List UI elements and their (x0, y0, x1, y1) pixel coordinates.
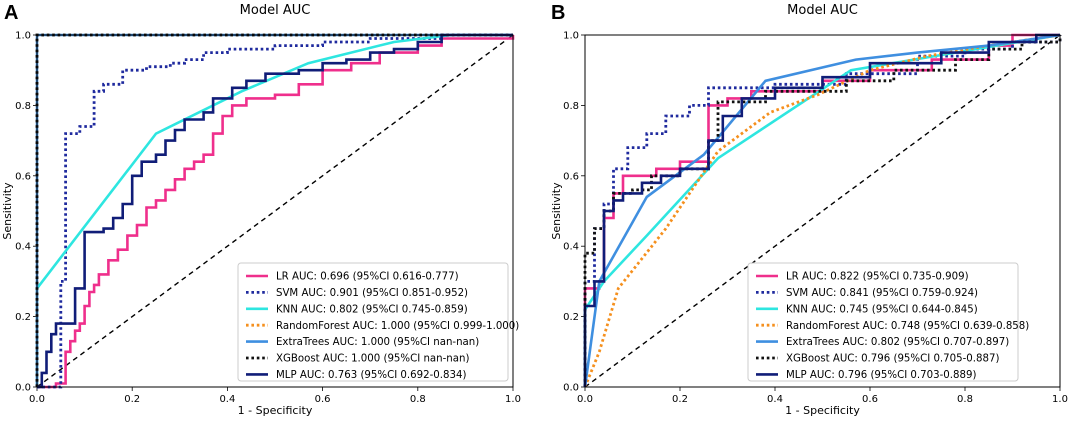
roc-line-svm (37, 33, 513, 389)
legend-box (237, 262, 509, 382)
x-axis-label: 1 - Specificity (785, 404, 860, 417)
x-tick-label: 0.4 (767, 394, 783, 405)
legend-entry-lr: LR AUC: 0.696 (95%CI 0.616-0.777) (276, 272, 459, 283)
x-axis-label: 1 - Specificity (238, 404, 313, 417)
y-tick-label: 0.0 (563, 383, 579, 394)
chart-panel-b: B Model AUC 0.00.0 0.2 0.2 0.4 0.4 0.6 0.6 0.8 0.8… (550, 2, 1068, 417)
x-tick-label: 1.0 (1052, 394, 1068, 405)
x-tick-label: 1.0 (505, 394, 521, 405)
plot-frame (584, 34, 1061, 388)
x-tick-label: 0.6 (862, 394, 878, 405)
y-tick-label: 0.6 (15, 171, 31, 182)
x-tick-label: 0.8 (957, 394, 973, 405)
legend-entry-randomforest: RandomForest AUC: 1.000 (95%CI 0.999-1.0… (276, 321, 519, 332)
roc-line-extratrees (583, 33, 1061, 388)
y-tick-label: 0.4 (563, 242, 579, 253)
x-tick-label: 0.2 (124, 394, 140, 405)
roc-line-lr (37, 35, 515, 389)
x-tick-label: 0.8 (410, 394, 426, 405)
x-tick-label: 0.6 (315, 394, 331, 405)
legend-entry-mlp: MLP AUC: 0.763 (95%CI 0.692-0.834) (276, 370, 466, 381)
legend-entry-svm: SVM AUC: 0.901 (95%CI 0.851-0.952) (276, 288, 468, 299)
legend-entry-svm: SVM AUC: 0.841 (95%CI 0.759-0.924) (786, 288, 978, 299)
y-tick-label: 0.2 (563, 312, 579, 323)
y-tick-label: 0.0 (15, 383, 31, 394)
x-tick-label: 0.0 (577, 394, 593, 405)
legend-entry-extratrees: ExtraTrees AUC: 1.000 (95%CI nan-nan) (276, 337, 479, 348)
chart-title: Model AUC (787, 3, 858, 18)
panel-label: A (4, 2, 18, 24)
y-tick-label: 0.8 (15, 101, 31, 112)
y-tick-label: 0.8 (563, 101, 579, 112)
chart-title: Model AUC (240, 3, 311, 18)
y-axis-label: Sensitivity (550, 182, 563, 240)
y-tick-label: 1.0 (15, 31, 31, 42)
y-tick-label: 0.6 (563, 171, 579, 182)
y-tick-label: 1.0 (563, 31, 579, 42)
legend-entry-mlp: MLP AUC: 0.796 (95%CI 0.703-0.889) (786, 370, 976, 381)
legend-entry-xgboost: XGBoost AUC: 0.796 (95%CI 0.705-0.887) (786, 354, 999, 365)
legend-entry-randomforest: RandomForest AUC: 0.748 (95%CI 0.639-0.8… (786, 321, 1029, 332)
legend-entry-xgboost: XGBoost AUC: 1.000 (95%CI nan-nan) (276, 354, 469, 365)
x-tick-label: 0.4 (219, 394, 235, 405)
legend-box (747, 262, 1019, 382)
legend-entry-knn: KNN AUC: 0.802 (95%CI 0.745-0.859) (276, 304, 468, 315)
x-tick-label: 0.0 (29, 394, 45, 405)
chart-panel-a: A Model AUC 0.00.0 0.2 0.2 0.4 0.4 0.6 0.6 0.8 0.8… (1, 2, 521, 417)
legend-entry-extratrees: ExtraTrees AUC: 0.802 (95%CI 0.707-0.897… (786, 337, 1009, 348)
legend-entry-knn: KNN AUC: 0.745 (95%CI 0.644-0.845) (786, 304, 978, 315)
x-tick-label: 0.2 (672, 394, 688, 405)
y-tick-label: 0.4 (15, 242, 31, 253)
roc-line-randomforest (583, 33, 1061, 388)
roc-line-mlp (583, 33, 1060, 387)
y-tick-label: 0.2 (15, 312, 31, 323)
roc-line-mlp (37, 33, 513, 389)
plot-frame (36, 34, 514, 388)
panel-label: B (551, 2, 565, 24)
legend-entry-lr: LR AUC: 0.822 (95%CI 0.735-0.909) (786, 272, 969, 283)
y-axis-label: Sensitivity (1, 182, 14, 240)
